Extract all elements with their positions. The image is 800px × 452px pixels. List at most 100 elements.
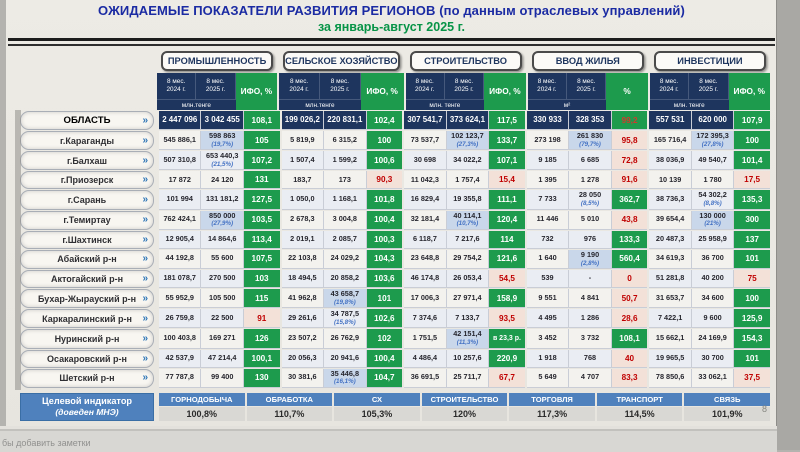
value-cell-2024: 38 736,3 [649,190,692,210]
region-button[interactable]: г.Балхаш » [20,151,154,171]
row-group: 1 507,4 1 599,2 100,6 [281,151,403,171]
row-group: 12 905,4 14 864,6 113,4 [159,230,280,249]
value-cell-2025: 270 500 [201,269,244,288]
ifo-cell: 102 [366,329,403,349]
slide-title: ОЖИДАЕМЫЕ ПОКАЗАТЕЛИ РАЗВИТИЯ РЕГИОНОВ (… [6,0,777,34]
cell-value: 17 006,3 [410,292,440,302]
cell-value: 30 698 [413,154,437,164]
header-years: 8 мес. 2024 г. 8 мес. 2025 г. [528,73,607,99]
col-header-2025: 8 мес. 2025 г. [196,73,236,99]
region-button[interactable]: г.Караганды » [20,131,154,151]
cell-value: 26 053,4 [453,273,482,283]
value-cell-2024: 1 507,4 [281,151,325,171]
cell-value: 42 537,9 [165,352,194,362]
ifo-cell: 114 [489,230,525,249]
value-cell-2024: 30 698 [404,151,447,171]
row-group: 22 103,8 24 029,2 104,3 [281,249,403,269]
group-title-button[interactable]: СТРОИТЕЛЬСТВО [409,51,522,71]
region-button[interactable]: г.Темиртау » [20,210,154,230]
row-group: 77 787,8 99 400 130 [159,368,280,388]
col-header-2024: 8 мес. 2024 г. [528,73,568,99]
value-cell-2024: 36 691,5 [404,368,447,388]
value-cell-2025: 3 732 [569,329,612,349]
row-group: 6 118,7 7 217,6 114 [404,230,525,249]
value-cell-2025: 26 762,9 [324,329,367,349]
cell-value: 131 181,2 [205,194,239,204]
cell-value: 10 257,6 [453,352,482,362]
value-cell-2025: 653 440,3 (21,5%) [201,151,244,171]
row-group: 2 678,3 3 004,8 100,4 [281,210,403,230]
value-cell-2024: 1 395 [526,171,570,190]
cell-value: 557 531 [655,115,685,125]
value-cell-2025: 34 787,5 (15,8%) [324,309,367,329]
cell-value: 54 302,2 [698,190,727,200]
table-row: Абайский р-н» 44 192,8 55 600 107,5 22 103,8… [20,249,771,269]
cell-value: 2 447 096 [162,115,198,125]
value-cell-2025: 1 278 [569,171,612,190]
cell-value: 12 905,4 [165,233,194,243]
region-button[interactable]: г.Шахтинск » [20,230,154,249]
chevron-right-icon: » [142,272,148,284]
value-cell-2024: 199 026,2 [281,111,325,130]
ifo-cell: 93,5 [489,309,525,329]
cell-value: 2 085,7 [332,233,357,243]
region-button[interactable]: Шетский р-н » [20,368,154,388]
target-sector-label: ОБРАБОТКА [246,392,333,406]
cell-value: 732 [541,233,554,243]
ifo-cell: 100 [734,131,770,151]
cell-value: 6 118,7 [412,233,437,243]
ifo-cell: 103,5 [243,210,280,230]
group-title-button[interactable]: СЕЛЬСКОЕ ХОЗЯЙСТВО [283,51,400,71]
ifo-cell: 133,7 [489,131,525,151]
ifo-cell: 100,4 [366,349,403,368]
target-label-line1: Целевой индикатор [41,395,133,406]
region-button[interactable]: г.Приозерск » [20,171,154,190]
value-cell-2025: 1 599,2 [324,151,367,171]
region-button[interactable]: Бухар-Жырауский р-н » [20,288,154,309]
value-cell-2024: 51 281,8 [649,269,692,288]
cell-value: 620 000 [698,115,727,125]
region-button[interactable]: Абайский р-н » [20,249,154,269]
value-cell-2025: 2 085,7 [324,230,367,249]
ifo-cell: 101 [366,288,403,309]
ifo-cell: 126 [243,329,280,349]
cell-value: 77 787,8 [165,372,194,382]
value-cell-2025: 5 010 [569,210,612,230]
header-left: 8 мес. 2024 г. 8 мес. 2025 г. млн. тенге [649,73,729,110]
row-group: 507 310,8 653 440,3 (21,5%) 107,2 [159,151,280,171]
region-button[interactable]: Каркаралинский р-н » [20,309,154,329]
ifo-cell: 111,1 [489,190,525,210]
chevron-right-icon: » [142,372,148,384]
region-button[interactable]: Актогайский р-н » [20,269,154,288]
ifo-header: ИФО, % [728,73,771,110]
row-group: 42 537,9 47 214,4 100,1 [159,349,280,368]
group-title-button[interactable]: ИНВЕСТИЦИИ [653,51,767,71]
group-title-button[interactable]: ВВОД ЖИЛЬЯ [531,51,644,71]
notes-area[interactable]: бы добавить заметки [0,429,777,452]
region-button[interactable]: Осакаровский р-н » [20,349,154,368]
cell-value: 199 026,2 [284,115,320,125]
row-group: 11 042,3 1 757,4 15,4 [404,171,525,190]
chevron-right-icon: » [142,194,148,206]
ifo-cell: 100,3 [366,230,403,249]
row-group: 30 698 34 022,2 107,1 [404,151,525,171]
region-button[interactable]: Нуринский р-н » [20,329,154,349]
ifo-cell: 90,3 [366,171,403,190]
ifo-cell: 0 [611,269,648,288]
region-button[interactable]: г.Сарань » [20,190,154,210]
cell-value: 1 507,4 [290,154,315,164]
region-label: Нуринский р-н [54,333,120,344]
value-cell-2024: 16 829,4 [404,190,447,210]
region-button[interactable]: ОБЛАСТЬ » [20,111,154,130]
region-label: Актогайский р-н [50,273,124,284]
value-cell-2025: 3 042 455 [201,111,244,130]
col-header-2024: 8 мес. 2024 г. [279,73,320,99]
col-header-2024: 8 мес. 2024 г. [157,73,197,99]
right-gutter [776,0,800,450]
title-divider [8,38,775,46]
row-group: 17 006,3 27 971,4 158,9 [404,288,525,309]
row-group: 10 139 1 780 17,5 [649,171,770,190]
row-group: 100 403,8 169 271 126 [159,329,280,349]
value-cell-2024: 181 078,7 [159,269,202,288]
group-title-button[interactable]: ПРОМЫШЛЕННОСТЬ [161,51,274,71]
